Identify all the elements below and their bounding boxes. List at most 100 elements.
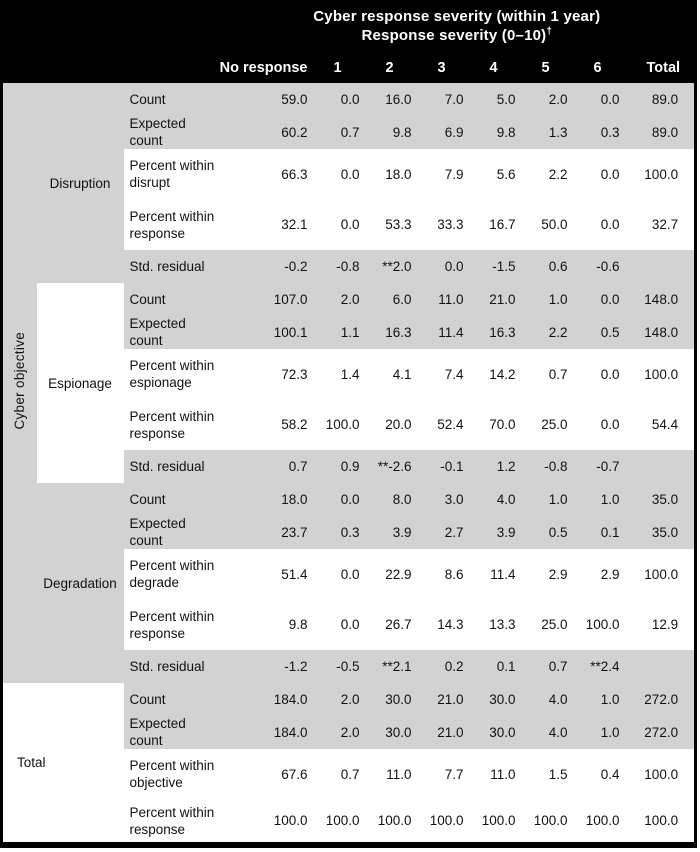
value-cell: 1.3 — [519, 115, 572, 149]
table-row: Expected count 100.1 1.1 16.3 11.4 16.3 2.2 0.5… — [2, 315, 696, 349]
value-cell: 100.0 — [415, 799, 468, 845]
value-cell: 6.9 — [415, 115, 468, 149]
value-cell: 0.1 — [571, 515, 624, 549]
value-cell: 1.0 — [519, 283, 572, 315]
value-cell: 0.7 — [311, 749, 364, 799]
table-row: Std. residual -1.2 -0.5 **2.1 0.2 0.1 0.7 **2.4 — [2, 650, 696, 683]
col-header-total: Total — [623, 52, 696, 83]
value-cell: 8.6 — [415, 549, 468, 599]
value-cell: 5.0 — [467, 83, 520, 115]
row-label: Percent within response — [123, 399, 220, 450]
value-cell: 33.3 — [415, 199, 468, 250]
cyber-objective-axis-label: Cyber objective — [1, 83, 37, 683]
col-header-3: 3 — [415, 52, 468, 83]
table-row: Percent within response 32.1 0.0 53.3 33.3 16… — [2, 199, 696, 250]
value-cell: 0.2 — [415, 650, 468, 683]
value-cell: 100.0 — [571, 799, 624, 845]
value-cell: 0.0 — [415, 250, 468, 283]
value-cell: 67.6 — [219, 749, 312, 799]
value-cell: 272.0 — [623, 683, 696, 715]
value-cell: 3.0 — [415, 483, 468, 515]
value-cell: 89.0 — [623, 83, 696, 115]
value-cell: 35.0 — [623, 515, 696, 549]
value-cell: 6.0 — [363, 283, 416, 315]
table-body: Cyber objective Disruption Count 59.0 0.0 16.… — [1, 83, 696, 845]
value-cell: 100.0 — [623, 749, 696, 799]
total-label: Total — [1, 683, 124, 845]
value-cell: 0.0 — [311, 199, 364, 250]
value-cell: 20.0 — [363, 399, 416, 450]
table-row: Std. residual -0.2 -0.8 **2.0 0.0 -1.5 0.6 -0.6 — [2, 250, 696, 283]
value-cell: 0.5 — [571, 315, 624, 349]
value-cell: 14.3 — [415, 599, 468, 650]
value-cell: 148.0 — [623, 315, 696, 349]
value-cell: 0.7 — [519, 650, 572, 683]
value-cell: 1.0 — [571, 683, 624, 715]
table-row: Percent within response 9.8 0.0 26.7 14.3 13.… — [2, 599, 696, 650]
row-label: Count — [123, 483, 220, 515]
value-cell: 2.9 — [519, 549, 572, 599]
value-cell: 9.8 — [363, 115, 416, 149]
value-cell: 5.6 — [467, 149, 520, 199]
value-cell — [623, 250, 696, 283]
value-cell: 1.0 — [571, 483, 624, 515]
value-cell: 52.4 — [415, 399, 468, 450]
value-cell: 18.0 — [219, 483, 312, 515]
value-cell: 30.0 — [467, 715, 520, 749]
value-cell: 0.0 — [571, 83, 624, 115]
table-row: Std. residual 0.7 0.9 **-2.6 -0.1 1.2 -0.8 -0.7 — [2, 450, 696, 483]
row-label: Percent within disrupt — [123, 149, 220, 199]
row-label: Std. residual — [123, 650, 220, 683]
value-cell: 11.0 — [415, 283, 468, 315]
value-cell: 0.9 — [311, 450, 364, 483]
value-cell: 1.0 — [571, 715, 624, 749]
value-cell: 21.0 — [415, 683, 468, 715]
row-label: Std. residual — [123, 450, 220, 483]
value-cell: -0.1 — [415, 450, 468, 483]
col-header-2: 2 — [363, 52, 416, 83]
cyber-objective-axis-text: Cyber objective — [12, 332, 28, 430]
value-cell: 4.1 — [363, 349, 416, 399]
value-cell: -1.2 — [219, 650, 312, 683]
value-cell: 22.9 — [363, 549, 416, 599]
value-cell: 1.0 — [519, 483, 572, 515]
value-cell: 4.0 — [519, 715, 572, 749]
value-cell: 35.0 — [623, 483, 696, 515]
table-row: Expected count 60.2 0.7 9.8 6.9 9.8 1.3 0.3 89.0 — [2, 115, 696, 149]
value-cell: 9.8 — [219, 599, 312, 650]
value-cell: 1.2 — [467, 450, 520, 483]
value-cell: 7.0 — [415, 83, 468, 115]
table-row: Percent within response 100.0 100.0 100.0 10… — [2, 799, 696, 845]
row-label: Percent within espionage — [123, 349, 220, 399]
value-cell: 0.4 — [571, 749, 624, 799]
table-row: Percent within degrade 51.4 0.0 22.9 8.6 11.4… — [2, 549, 696, 599]
value-cell: 2.2 — [519, 149, 572, 199]
value-cell: 0.0 — [571, 349, 624, 399]
value-cell: 70.0 — [467, 399, 520, 450]
row-label: Count — [123, 83, 220, 115]
value-cell: -1.5 — [467, 250, 520, 283]
value-cell: 100.0 — [467, 799, 520, 845]
value-cell: 0.7 — [219, 450, 312, 483]
value-cell: 0.0 — [311, 549, 364, 599]
value-cell: **2.1 — [363, 650, 416, 683]
value-cell: 8.0 — [363, 483, 416, 515]
value-cell: 107.0 — [219, 283, 312, 315]
row-label: Percent within response — [123, 199, 220, 250]
value-cell: 50.0 — [519, 199, 572, 250]
objective-label-degradation: Degradation — [36, 483, 124, 683]
value-cell: -0.2 — [219, 250, 312, 283]
value-cell: 25.0 — [519, 599, 572, 650]
value-cell: **2.4 — [571, 650, 624, 683]
value-cell: 184.0 — [219, 715, 312, 749]
value-cell: **-2.6 — [363, 450, 416, 483]
table-row: Expected count 23.7 0.3 3.9 2.7 3.9 0.5 0.1 35.0 — [2, 515, 696, 549]
value-cell: 72.3 — [219, 349, 312, 399]
value-cell: 18.0 — [363, 149, 416, 199]
value-cell: 26.7 — [363, 599, 416, 650]
value-cell: 7.4 — [415, 349, 468, 399]
value-cell: 25.0 — [519, 399, 572, 450]
value-cell: 0.6 — [519, 250, 572, 283]
value-cell: 0.0 — [311, 149, 364, 199]
